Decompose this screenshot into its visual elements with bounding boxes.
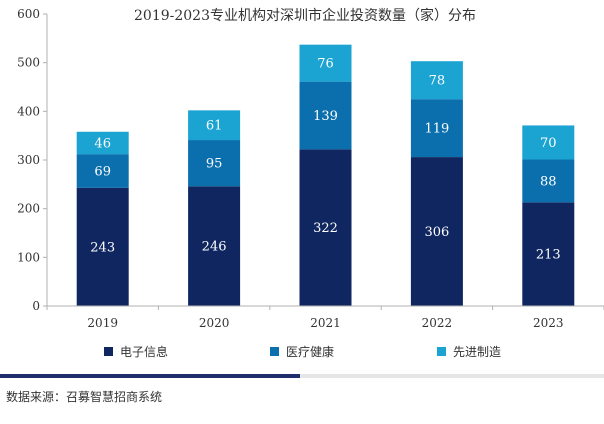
bar-value-label: 78: [429, 74, 446, 89]
bar-segment: [299, 149, 352, 306]
bar-value-label: 119: [424, 122, 449, 137]
bar-value-label: 76: [317, 57, 334, 72]
source-note: 数据来源：召募智慧招商系统: [6, 390, 163, 404]
y-tick-label: 400: [17, 104, 40, 118]
bar-segment: [522, 202, 575, 306]
legend-swatch: [104, 347, 113, 356]
bar-segment: [188, 140, 241, 187]
bar-value-label: 88: [540, 174, 557, 189]
bar-value-label: 322: [313, 221, 338, 236]
y-tick-label: 100: [17, 250, 40, 264]
legend-swatch: [270, 347, 279, 356]
bar-segment: [76, 154, 129, 188]
y-tick-label: 500: [17, 56, 40, 70]
x-axis: 2019 2020 2021 2022 2023: [46, 305, 604, 330]
chart-title: 2019-2023专业机构对深圳市企业投资数量（家）分布: [134, 7, 476, 24]
y-tick-label: 600: [17, 7, 40, 21]
bar-value-label: 306: [424, 225, 449, 240]
x-tick-label: 2019: [87, 316, 118, 330]
bar-segment: [299, 81, 352, 150]
footer-divider-accent: [0, 374, 300, 378]
bar-segment: [410, 99, 463, 158]
bar-segment: [188, 110, 241, 141]
legend-label: 电子信息: [120, 344, 168, 359]
bar-segment: [410, 61, 463, 100]
legend-swatch: [437, 347, 446, 356]
bar-value-label: 139: [313, 109, 338, 124]
bar-value-label: 246: [202, 240, 227, 255]
bar-value-label: 61: [206, 119, 223, 134]
x-tick-label: 2023: [533, 316, 564, 330]
y-tick-label: 200: [17, 202, 40, 216]
bar-segment: [188, 186, 241, 306]
y-tick-label: 0: [32, 299, 40, 313]
bar-segment: [76, 131, 129, 155]
bar-value-label: 213: [536, 248, 561, 263]
bar-segment: [522, 125, 575, 160]
bar-segment: [299, 44, 352, 82]
bar-value-label: 46: [94, 136, 111, 151]
bar-value-label: 70: [540, 136, 557, 151]
bar-segment: [410, 157, 463, 306]
legend-label: 医疗健康: [286, 344, 334, 359]
bar-value-label: 243: [90, 240, 115, 255]
x-tick-label: 2021: [310, 316, 341, 330]
bar-segment: [76, 187, 129, 306]
x-tick-label: 2020: [199, 316, 230, 330]
legend: 电子信息 医疗健康 先进制造: [104, 344, 501, 359]
x-tick-label: 2022: [422, 316, 453, 330]
legend-label: 先进制造: [453, 345, 501, 359]
bar-value-label: 95: [206, 157, 223, 172]
bar-value-label: 69: [94, 164, 111, 179]
bars-group: 243 69 46 246 95 61 322 139 76 306 119 78 213 88 70: [76, 44, 575, 306]
bar-segment: [522, 159, 575, 203]
y-axis: 0 100 200 300 400 500 600: [17, 7, 48, 313]
y-tick-label: 300: [17, 153, 40, 167]
footer-divider: [0, 374, 604, 378]
